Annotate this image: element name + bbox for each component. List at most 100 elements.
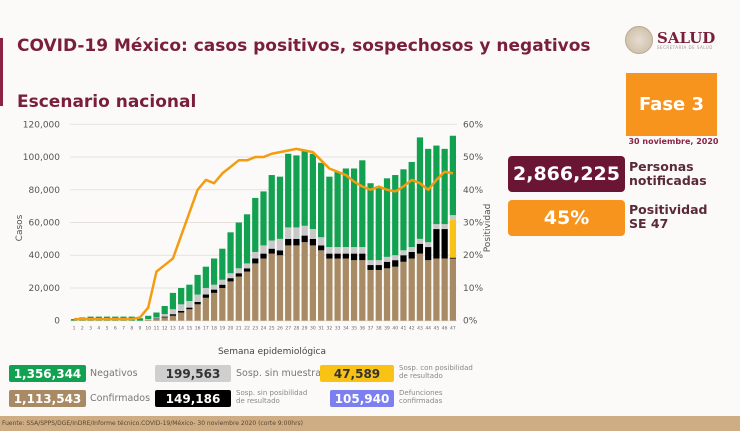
y-axis-label: Casos xyxy=(15,214,25,241)
bar-segment xyxy=(441,224,448,230)
bar-segment xyxy=(301,242,308,321)
bar-segment xyxy=(425,260,432,321)
bar-segment xyxy=(350,168,358,248)
bar-segment xyxy=(350,253,358,261)
positivity-label: Positividad SE 47 xyxy=(629,203,708,231)
bar-segment xyxy=(408,161,415,248)
bar-segment xyxy=(375,260,382,266)
bar-segment xyxy=(285,227,292,239)
bar-segment xyxy=(194,304,201,321)
bar-segment xyxy=(285,245,292,321)
positivity-value: 45% xyxy=(508,200,625,236)
bar-segment xyxy=(367,260,374,266)
bar-segment xyxy=(252,251,259,259)
bar-segment xyxy=(342,253,349,259)
bar-segment xyxy=(260,245,267,254)
x-tick-label: 2 xyxy=(81,326,84,332)
bar-segment xyxy=(441,258,448,321)
bar-segment xyxy=(425,247,432,261)
x-tick-label: 45 xyxy=(434,326,440,332)
page-title: COVID-19 México: casos positivos, sospec… xyxy=(17,36,591,56)
x-tick-label: 20 xyxy=(228,326,234,332)
bar-segment xyxy=(449,135,456,216)
bar-segment xyxy=(260,258,267,321)
bar-segment xyxy=(416,253,424,321)
bar-segment xyxy=(309,238,317,246)
bar-segment xyxy=(252,258,259,264)
x-tick-label: 40 xyxy=(392,326,398,332)
notified-label-2: notificadas xyxy=(629,173,707,188)
y2-tick-label: 30% xyxy=(463,219,483,229)
page-subtitle: Escenario nacional xyxy=(17,92,197,112)
cases-chart: 0 20,000 40,000 60,000 80,000 100,000 120,000 0… xyxy=(15,120,493,357)
bar-segment xyxy=(293,227,300,239)
bar-segment xyxy=(425,148,432,243)
bar-segment xyxy=(334,253,341,259)
bar-segment xyxy=(392,175,399,256)
bar-segment xyxy=(235,273,242,277)
bar-segment xyxy=(227,278,234,282)
x-tick-label: 41 xyxy=(401,326,407,332)
bar-segment xyxy=(400,250,407,256)
x-tick-label: 17 xyxy=(203,326,209,332)
bar-segment xyxy=(433,229,440,259)
legend-sin-posibilidad-label: Sosp. sin posibilidad de resultado xyxy=(236,389,307,405)
bar-segment xyxy=(268,175,275,241)
bar-segment xyxy=(268,240,275,249)
bar-segment xyxy=(243,214,251,264)
bar-segment xyxy=(219,279,226,285)
bar-segment xyxy=(309,153,317,230)
x-tick-label: 43 xyxy=(417,326,423,332)
bar-segment xyxy=(367,183,374,261)
x-tick-label: 27 xyxy=(285,326,291,332)
legend-con-posibilidad-label: Sosp. con posibilidad de resultado xyxy=(399,364,473,380)
bar-segment xyxy=(416,243,424,254)
bar-segment xyxy=(268,253,275,321)
x-axis-label: Semana epidemiológica xyxy=(218,346,326,357)
x-tick-label: 42 xyxy=(409,326,415,332)
x-tick-label: 33 xyxy=(335,326,341,332)
bar-segment xyxy=(326,253,333,259)
legend-defunciones-label: Defunciones confirmadas xyxy=(399,389,443,405)
bar-segment xyxy=(243,271,251,321)
bar-segment xyxy=(301,235,308,243)
bar-segment xyxy=(219,248,226,280)
legend-sin-muestra-value: 199,563 xyxy=(155,365,231,382)
bar-segment xyxy=(260,191,267,246)
bar-segment xyxy=(400,255,407,262)
bar-segment xyxy=(252,197,259,252)
y-tick-label: 60,000 xyxy=(29,219,61,229)
legend-defunciones-label-2: confirmadas xyxy=(399,397,443,405)
bar-segment xyxy=(408,251,415,259)
bar-segment xyxy=(408,258,415,321)
x-tick-label: 18 xyxy=(211,326,217,332)
bar-segment xyxy=(285,153,292,228)
bar-segment xyxy=(145,315,152,320)
bar-segment xyxy=(178,304,185,311)
y-tick-label: 40,000 xyxy=(29,251,61,261)
bar-segment xyxy=(383,261,391,269)
legend-defunciones-value: 105,940 xyxy=(330,390,394,407)
bar-segment xyxy=(285,238,292,246)
bar-segment xyxy=(367,269,374,321)
notified-value: 2,866,225 xyxy=(508,156,625,192)
bar-segment xyxy=(359,260,366,321)
bar-segment xyxy=(210,289,218,293)
x-tick-label: 7 xyxy=(122,326,125,332)
bar-segment xyxy=(449,258,456,321)
bar-segment xyxy=(334,171,341,248)
seal-icon xyxy=(625,26,653,54)
bar-segment xyxy=(153,317,160,319)
x-tick-label: 8 xyxy=(130,326,133,332)
y-tick-label: 20,000 xyxy=(29,284,61,294)
bar-segment xyxy=(227,281,234,321)
bar-segment xyxy=(408,247,415,252)
bar-segment xyxy=(194,294,201,302)
x-tick-label: 30 xyxy=(310,326,316,332)
x-tick-label: 25 xyxy=(269,326,275,332)
bar-segment xyxy=(186,284,193,302)
bar-segment xyxy=(178,287,185,305)
bar-segment xyxy=(449,215,456,221)
bar-segment xyxy=(318,237,325,246)
bar-segment xyxy=(194,274,201,295)
